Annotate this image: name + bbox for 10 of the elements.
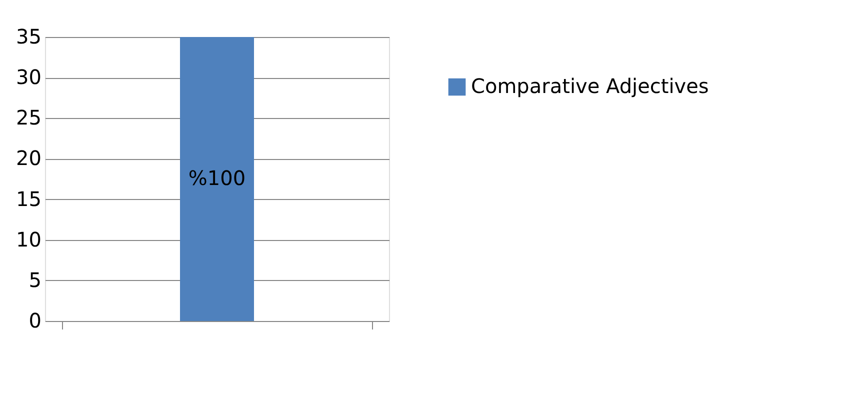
y-tick-label: 10	[16, 227, 42, 252]
y-tick-label: 35	[16, 24, 42, 48]
y-tick-label: 25	[16, 106, 42, 130]
y-tick-label: 0	[28, 308, 42, 332]
y-tick-label: 20	[16, 146, 42, 170]
legend-label: Comparative Adjectives	[471, 74, 709, 98]
y-tick-label: 30	[16, 65, 42, 90]
text: %100	[188, 166, 246, 190]
y-tick-label: 5	[28, 268, 42, 292]
y-tick-label: 15	[16, 186, 42, 211]
